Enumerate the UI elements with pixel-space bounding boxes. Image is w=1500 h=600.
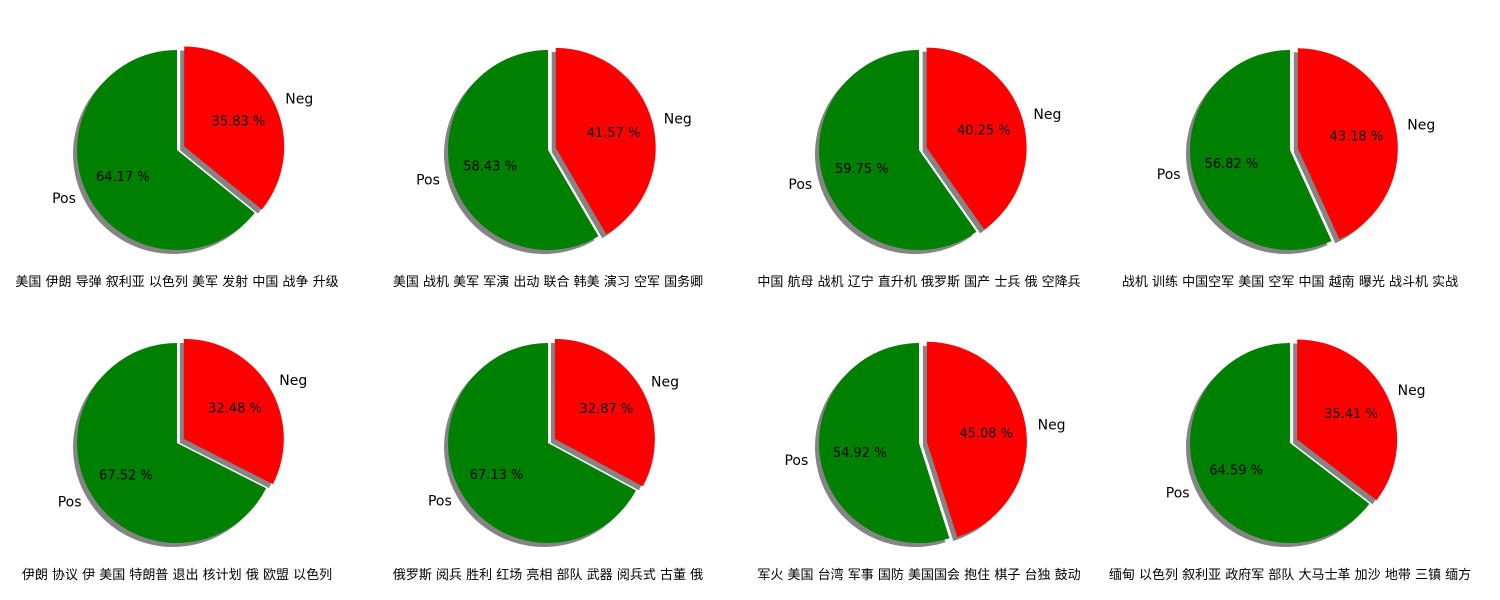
pie-3-slice-pos <box>818 49 977 250</box>
pie-6-slice-label-neg: Neg <box>651 375 679 391</box>
pie-6-slice-pos <box>447 343 637 543</box>
pie-8-title: 缅甸 以色列 叙利亚 政府军 部队 大马士革 加沙 地带 三镇 缅方 <box>1109 567 1471 583</box>
pie-1-pct-label-pos: 64.17 % <box>96 170 150 185</box>
pie-2-slice-neg <box>555 47 656 235</box>
pie-3-slice-neg <box>926 47 1027 230</box>
pie-6-pct-label-neg: 32.87 % <box>580 402 634 417</box>
pie-3-slice-label-pos: Pos <box>788 177 812 193</box>
pie-7-slice-label-pos: Pos <box>784 453 808 469</box>
pie-6-title: 俄罗斯 阅兵 胜利 红场 亮相 部队 武器 阅兵式 古董 俄 <box>393 567 703 583</box>
pie-chart-8: 64.59 % Pos 35.41 % Neg 缅甸 以色列 叙利亚 政府军 部队 大马… <box>1109 339 1471 583</box>
pie-5-slice-neg <box>183 338 284 485</box>
pie-1-slice-neg <box>184 46 285 210</box>
pie-4-pct-label-neg: 43.18 % <box>1330 130 1384 145</box>
pie-2-title: 美国 战机 美军 军演 出动 联合 韩美 演习 空军 国务卿 <box>393 274 703 290</box>
pie-2-slice-label-neg: Neg <box>664 112 692 128</box>
pie-chart-5: 67.52 % Pos 32.48 % Neg 伊朗 协议 伊 美国 特朗普 退出 核计… <box>22 338 332 583</box>
pie-chart-1: 64.17 % Pos 35.83 % Neg 美国 伊朗 导弹 叙利亚 以色列 美军 … <box>15 46 339 290</box>
pie-8-pct-label-neg: 35.41 % <box>1324 407 1378 422</box>
pie-4-slice-label-neg: Neg <box>1407 118 1435 134</box>
pie-2-slice-label-pos: Pos <box>416 172 440 188</box>
pie-4-slice-pos <box>1190 50 1332 250</box>
pie-7-pct-label-neg: 45.08 % <box>959 427 1013 442</box>
pie-8-slice-pos <box>1189 343 1370 543</box>
pie-8-pct-label-pos: 64.59 % <box>1209 464 1263 479</box>
pie-2-pct-label-neg: 41.57 % <box>587 126 641 141</box>
pie-5-slice-label-neg: Neg <box>279 373 307 389</box>
pie-8-slice-neg <box>1297 339 1398 501</box>
pie-1-pct-label-neg: 35.83 % <box>212 115 266 130</box>
pie-chart-7: 54.92 % Pos 45.08 % Neg 军火 美国 台湾 军事 国防 美国国会 … <box>757 341 1081 583</box>
pie-7-pct-label-pos: 54.92 % <box>833 446 887 461</box>
pie-3-slice-label-neg: Neg <box>1033 107 1061 123</box>
pie-8-slice-label-neg: Neg <box>1398 383 1426 399</box>
pie-5-title: 伊朗 协议 伊 美国 特朗普 退出 核计划 俄 欧盟 以色列 <box>22 567 332 583</box>
pie-5-pct-label-pos: 67.52 % <box>99 468 153 483</box>
pie-4-pct-label-pos: 56.82 % <box>1205 157 1259 172</box>
pie-6-slice-neg <box>554 338 655 487</box>
pie-2-pct-label-pos: 58.43 % <box>463 160 517 175</box>
pie-1-title: 美国 伊朗 导弹 叙利亚 以色列 美军 发射 中国 战争 升级 <box>15 274 338 290</box>
pie-chart-4: 56.82 % Pos 43.18 % Neg 战机 训练 中国空军 美国 空军 中国 … <box>1122 48 1458 290</box>
pie-3-pct-label-pos: 59.75 % <box>835 162 889 177</box>
pie-7-title: 军火 美国 台湾 军事 国防 美国国会 抱住 棋子 台独 鼓动 <box>757 567 1080 583</box>
pie-5-pct-label-neg: 32.48 % <box>208 401 262 416</box>
pie-2-slice-pos <box>448 50 599 251</box>
pie-chart-3: 59.75 % Pos 40.25 % Neg 中国 航母 战机 辽宁 直升机 俄罗斯 … <box>757 47 1081 290</box>
pie-1-slice-label-neg: Neg <box>285 91 313 107</box>
pie-7-slice-neg <box>926 341 1027 538</box>
pie-7-slice-pos <box>818 343 950 543</box>
pie-3-title: 中国 航母 战机 辽宁 直升机 俄罗斯 国产 士兵 俄 空降兵 <box>757 274 1080 290</box>
pie-chart-6: 67.13 % Pos 32.87 % Neg 俄罗斯 阅兵 胜利 红场 亮相 部队 武… <box>393 338 703 583</box>
pie-3-pct-label-neg: 40.25 % <box>957 124 1011 139</box>
pie-4-slice-neg <box>1297 48 1398 240</box>
pie-5-slice-label-pos: Pos <box>58 495 82 511</box>
pie-6-pct-label-pos: 67.13 % <box>470 468 524 483</box>
pie-7-slice-label-neg: Neg <box>1038 418 1066 434</box>
pie-6-slice-label-pos: Pos <box>428 493 452 509</box>
pie-4-slice-label-pos: Pos <box>1157 167 1181 183</box>
pie-1-slice-pos <box>77 50 255 250</box>
pie-4-title: 战机 训练 中国空军 美国 空军 中国 越南 曝光 战斗机 实战 <box>1122 274 1458 290</box>
pie-chart-2: 58.43 % Pos 41.57 % Neg 美国 战机 美军 军演 出动 联合 韩美… <box>393 47 703 290</box>
pie-1-slice-label-pos: Pos <box>52 191 76 207</box>
pie-8-slice-label-pos: Pos <box>1166 486 1190 502</box>
pie-5-slice-pos <box>77 343 267 543</box>
